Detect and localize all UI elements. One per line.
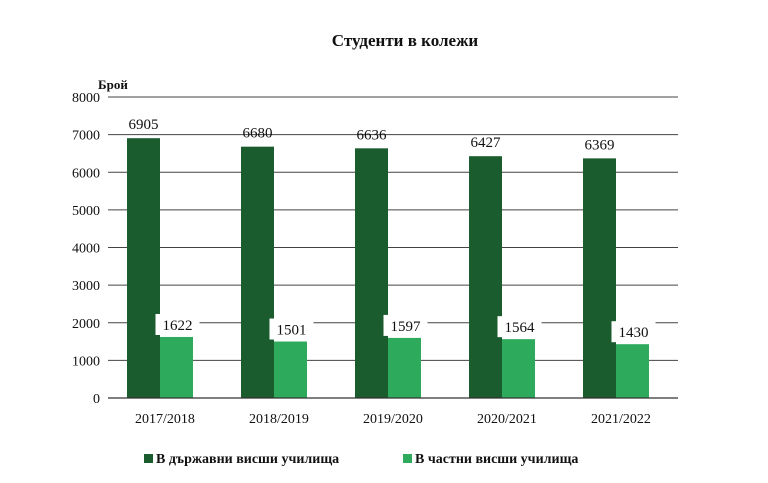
legend-label: В държавни висши училища	[156, 452, 339, 467]
y-tick-label: 7000	[72, 129, 100, 144]
bar-state	[469, 156, 502, 398]
data-label-bg	[611, 321, 656, 343]
legend-swatch	[403, 454, 412, 463]
bar-private	[388, 337, 421, 398]
x-tick-label: 2018/2019	[249, 412, 309, 427]
data-label: 6369	[585, 137, 615, 153]
y-axis-label: Брой	[98, 77, 128, 92]
y-tick-label: 8000	[72, 91, 100, 106]
y-tick-label: 2000	[72, 317, 100, 332]
x-tick-label: 2017/2018	[135, 412, 195, 427]
bar-state	[583, 158, 616, 398]
data-label: 1564	[505, 320, 536, 336]
y-axis-ticks: 0 1000 2000 3000 4000 5000 6000 7000 8000	[72, 91, 100, 407]
data-label-bg	[269, 318, 314, 340]
bars	[127, 138, 649, 398]
gridlines	[108, 96, 678, 361]
legend: В държавни висши училища В частни висши у…	[144, 452, 578, 467]
data-label: 6636	[357, 127, 388, 143]
bar-state	[241, 146, 274, 398]
bar-private	[274, 341, 307, 398]
legend-label: В частни висши училища	[415, 452, 578, 467]
bar-private	[616, 344, 649, 398]
bar-private	[160, 336, 193, 398]
y-tick-label: 4000	[72, 242, 100, 257]
x-tick-label: 2021/2022	[591, 412, 651, 427]
y-tick-label: 6000	[72, 166, 100, 181]
data-labels: 6905 1622 6680 1501 6636 1597 6427 1564 6369 1430	[129, 117, 656, 343]
data-label: 1622	[163, 318, 193, 334]
bar-private	[502, 339, 535, 398]
bar-state	[127, 138, 160, 398]
y-tick-label: 0	[93, 392, 100, 407]
y-tick-label: 3000	[72, 279, 100, 294]
chart-title: Студенти в колежи	[332, 31, 479, 50]
data-label: 1501	[277, 323, 307, 339]
data-label-bg	[383, 314, 428, 336]
bar-state	[355, 148, 388, 398]
data-label: 6905	[129, 117, 159, 133]
x-tick-label: 2019/2020	[363, 412, 423, 427]
x-tick-label: 2020/2021	[477, 412, 537, 427]
data-label: 1430	[619, 325, 649, 341]
data-label: 6680	[243, 126, 273, 142]
y-tick-label: 5000	[72, 204, 100, 219]
data-label-bg	[497, 316, 542, 338]
x-axis-ticks: 2017/2018 2018/2019 2019/2020 2020/2021 2021…	[135, 412, 651, 427]
y-tick-label: 1000	[72, 354, 100, 369]
data-label-bg	[155, 313, 200, 335]
data-label: 1597	[391, 319, 422, 335]
data-label: 6427	[471, 135, 502, 151]
legend-swatch	[144, 454, 153, 463]
